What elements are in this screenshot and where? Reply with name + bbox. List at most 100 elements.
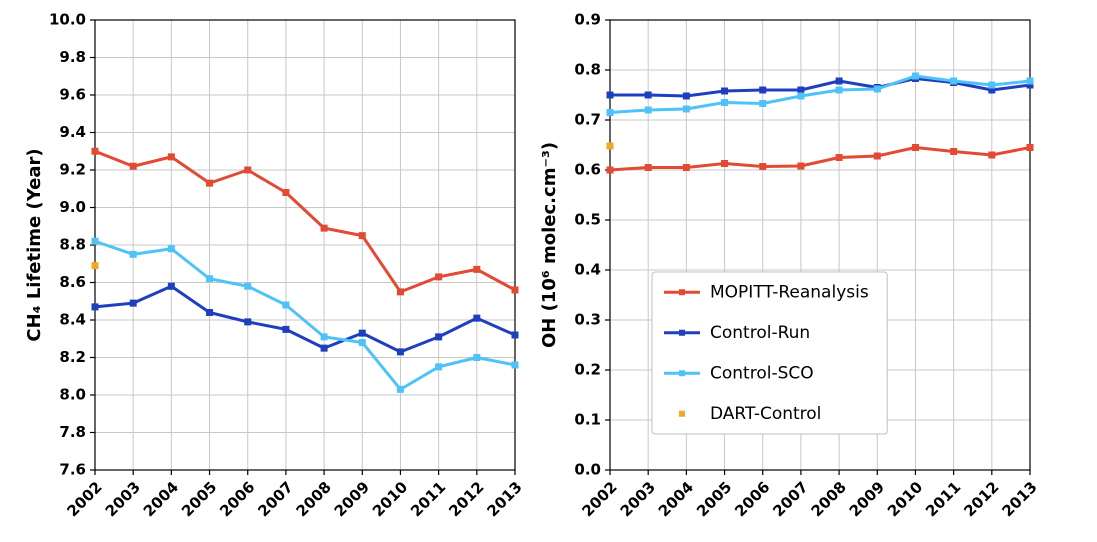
- marker-control_sco: [874, 86, 880, 92]
- marker-control_sco: [798, 93, 804, 99]
- marker-control_sco: [168, 246, 174, 252]
- marker-mopitt: [874, 153, 880, 159]
- marker-control_sco: [283, 302, 289, 308]
- left-ylabel: CH₄ Lifetime (Year): [24, 148, 45, 341]
- marker-control_run: [512, 332, 518, 338]
- marker-mopitt: [436, 274, 442, 280]
- figure-svg: 2002200320042005200620072008200920102011…: [0, 0, 1097, 542]
- marker-control_sco: [130, 251, 136, 257]
- marker-control_sco: [683, 106, 689, 112]
- marker-control_run: [798, 87, 804, 93]
- left-dart-marker: [92, 263, 98, 269]
- marker-control_run: [359, 330, 365, 336]
- ytick-label: 0.2: [574, 361, 601, 379]
- marker-control_sco: [607, 110, 613, 116]
- ytick-label: 0.1: [574, 411, 601, 429]
- figure-root: 2002200320042005200620072008200920102011…: [0, 0, 1097, 542]
- right-ylabel: OH (10⁶ molec.cm⁻³): [539, 142, 560, 348]
- right-dart-marker: [607, 143, 613, 149]
- marker-mopitt: [912, 145, 918, 151]
- left-yticks: 7.67.88.08.28.48.68.89.09.29.49.69.810.0: [49, 11, 95, 479]
- legend-swatch-marker: [679, 411, 685, 417]
- marker-control_sco: [92, 238, 98, 244]
- marker-mopitt: [359, 233, 365, 239]
- ytick-label: 0.7: [574, 111, 601, 129]
- ytick-label: 9.4: [59, 123, 86, 141]
- marker-mopitt: [607, 167, 613, 173]
- marker-control_sco: [836, 87, 842, 93]
- marker-control_run: [760, 87, 766, 93]
- marker-control_sco: [359, 340, 365, 346]
- xtick-label: 2007: [254, 478, 296, 520]
- marker-control_run: [474, 315, 480, 321]
- marker-control_run: [245, 319, 251, 325]
- marker-mopitt: [722, 161, 728, 167]
- marker-mopitt: [130, 163, 136, 169]
- xtick-label: 2007: [769, 478, 811, 520]
- xtick-label: 2008: [808, 478, 850, 520]
- marker-control_sco: [645, 107, 651, 113]
- marker-mopitt: [283, 190, 289, 196]
- xtick-label: 2006: [731, 478, 773, 520]
- legend-swatch-marker: [679, 330, 685, 336]
- marker-control_run: [130, 300, 136, 306]
- xtick-label: 2009: [331, 478, 373, 520]
- marker-control_run: [722, 88, 728, 94]
- marker-control_sco: [207, 276, 213, 282]
- marker-control_sco: [951, 78, 957, 84]
- marker-control_run: [683, 93, 689, 99]
- marker-control_run: [207, 310, 213, 316]
- legend-label: MOPITT-Reanalysis: [710, 282, 869, 302]
- marker-control_sco: [989, 82, 995, 88]
- ytick-label: 0.6: [574, 161, 601, 179]
- marker-control_sco: [397, 386, 403, 392]
- marker-control_run: [645, 92, 651, 98]
- ytick-label: 0.9: [574, 11, 601, 29]
- xtick-label: 2002: [579, 478, 621, 520]
- ytick-label: 9.2: [59, 161, 86, 179]
- xtick-label: 2010: [884, 478, 926, 520]
- marker-mopitt: [760, 164, 766, 170]
- xtick-label: 2012: [960, 478, 1002, 520]
- xtick-label: 2003: [102, 478, 144, 520]
- legend-label: Control-SCO: [710, 363, 814, 383]
- legend: MOPITT-ReanalysisControl-RunControl-SCOD…: [652, 272, 887, 434]
- marker-mopitt: [321, 225, 327, 231]
- xtick-label: 2010: [369, 478, 411, 520]
- ytick-label: 0.4: [574, 261, 601, 279]
- marker-control_run: [436, 334, 442, 340]
- marker-mopitt: [397, 289, 403, 295]
- marker-control_sco: [245, 283, 251, 289]
- marker-control_run: [397, 349, 403, 355]
- marker-control_sco: [722, 100, 728, 106]
- ytick-label: 10.0: [49, 11, 86, 29]
- marker-control_run: [321, 345, 327, 351]
- xtick-label: 2009: [846, 478, 888, 520]
- marker-mopitt: [989, 152, 995, 158]
- left-panel: 2002200320042005200620072008200920102011…: [24, 11, 526, 521]
- ytick-label: 9.8: [59, 48, 86, 66]
- right-yticks: 0.00.10.20.30.40.50.60.70.80.9: [574, 11, 610, 479]
- ytick-label: 8.6: [59, 273, 86, 291]
- marker-mopitt: [836, 155, 842, 161]
- legend-swatch-marker: [679, 370, 685, 376]
- ytick-label: 8.8: [59, 236, 86, 254]
- marker-mopitt: [207, 180, 213, 186]
- marker-mopitt: [798, 163, 804, 169]
- xtick-label: 2002: [64, 478, 106, 520]
- marker-control_sco: [321, 334, 327, 340]
- xtick-label: 2008: [293, 478, 335, 520]
- marker-mopitt: [512, 287, 518, 293]
- xtick-label: 2012: [445, 478, 487, 520]
- marker-control_sco: [760, 101, 766, 107]
- marker-mopitt: [1027, 145, 1033, 151]
- marker-control_run: [92, 304, 98, 310]
- marker-control_run: [836, 78, 842, 84]
- marker-control_sco: [436, 364, 442, 370]
- ytick-label: 8.2: [59, 348, 86, 366]
- legend-label: DART-Control: [710, 404, 821, 424]
- ytick-label: 7.8: [59, 423, 86, 441]
- marker-control_sco: [474, 355, 480, 361]
- xtick-label: 2005: [178, 478, 220, 520]
- marker-mopitt: [92, 148, 98, 154]
